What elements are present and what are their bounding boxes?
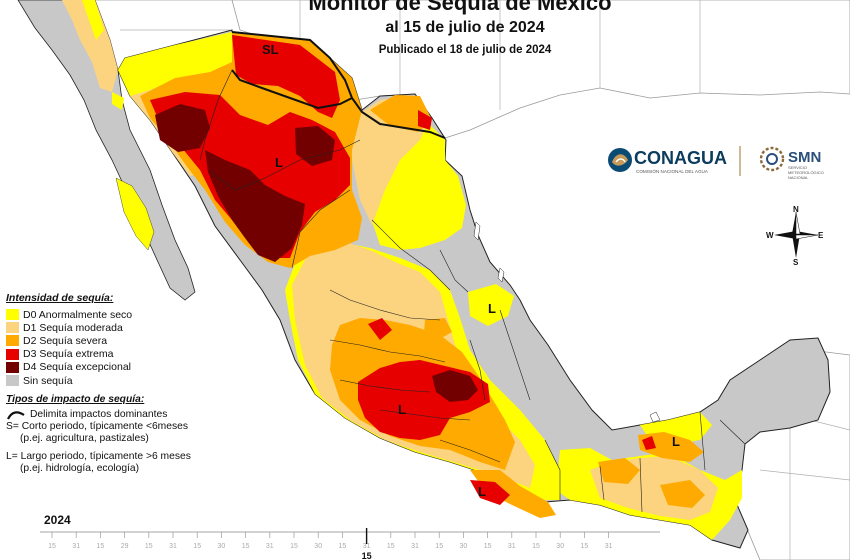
timeline-tick-label: 30 [556,543,564,550]
timeline-tick-label: 15 [387,543,395,550]
timeline-tick-label: 31 [508,543,516,550]
smn-subtitle-3: NACIONAL [788,175,809,180]
timeline-tick-label: 15 [97,543,105,550]
conagua-logo: CONAGUA COMISIÓN NACIONAL DEL AGUA [608,146,741,176]
timeline-tick-label: 31 [363,543,371,550]
compass-south: S [793,258,799,266]
legend-swatch-d2 [6,335,19,347]
timeline-ticks: 15 31 15 29 15 31 15 30 15 31 15 30 15 31 15 31 15 30 15 31… [48,532,613,550]
conagua-name: CONAGUA [634,148,727,168]
legend-swatch-d1 [6,322,19,334]
compass-north: N [793,205,799,214]
legend-label-d2: D2 Sequía severa [23,334,108,347]
timeline-tick-label: 30 [460,543,468,550]
impact-short-line1: S= Corto periodo, típicamente <6meses [6,421,189,432]
impact-short-line2: (p.ej. agricultura, pastizales) [20,433,149,444]
timeline-tick-label: 31 [169,543,177,550]
conagua-subtitle: COMISIÓN NACIONAL DEL AGUA [636,168,709,174]
label-l-southeast: L [672,434,680,449]
water-details [473,221,661,423]
legend-label-d1: D1 Sequía moderada [23,321,123,334]
impact-boundary-label: Delimita impactos dominantes [30,409,168,420]
impact-boundary-row: Delimita impactos dominantes [6,409,246,421]
legend-label-d0: D0 Anormalmente seco [23,308,133,321]
intensity-legend: Intensidad de sequía: D0 Anormalmente se… [6,292,246,387]
legend-row-d0: D0 Anormalmente seco [6,308,246,321]
timeline-tick-label: 15 [435,543,443,550]
legend-swatch-none [6,375,19,387]
timeline-current-label: 15 [362,551,372,560]
map-title: Monitor de Sequía de México [308,0,612,15]
legend-swatch-d4 [6,361,19,373]
timeline-tick-label: 15 [339,543,347,550]
d4-areas [155,104,478,402]
timeline-tick-label: 15 [193,543,201,550]
impact-long-line1: L= Largo periodo, típicamente >6 meses [6,451,191,462]
timeline-tick-label: 15 [48,543,56,550]
timeline-tick-label: 15 [290,543,298,550]
timeline-tick-label: 30 [314,543,322,550]
compass-east: E [818,231,824,240]
timeline-tick-label: 31 [411,543,419,550]
legend-label-none: Sin sequía [23,374,73,387]
timeline-tick-label: 31 [605,543,613,550]
legend-swatch-d0 [6,309,19,321]
compass-rose-icon: N S E W [766,205,824,266]
impact-legend-heading: Tipos de impacto de sequía: [6,394,145,405]
impact-boundaries [231,31,446,139]
timeline-tick-label: 15 [581,543,589,550]
timeline-tick-label: 31 [266,543,274,550]
legend-label-d4: D4 Sequía excepcional [23,361,131,374]
compass-west: W [766,231,774,240]
timeline-tick-label: 15 [145,543,153,550]
timeline-tick-label: 15 [484,543,492,550]
label-l-center: L [398,402,406,417]
label-l-east: L [488,301,496,316]
intensity-legend-heading: Intensidad de sequía: [6,292,114,304]
legend-row-d1: D1 Sequía moderada [6,321,246,334]
baja-california [17,0,196,301]
smn-logo: SMN SERVICIO METEOROLÓGICO NACIONAL [759,146,824,180]
timeline-tick-label: 15 [532,543,540,550]
impact-long-line2: (p.ej. hidrología, ecología) [20,463,140,474]
smn-name: SMN [788,149,821,166]
map-date: al 15 de julio de 2024 [385,19,545,36]
legend-row-d2: D2 Sequía severa [6,334,246,347]
impact-legend: Tipos de impacto de sequía: Delimita imp… [6,394,246,475]
legend-row-d3: D3 Sequía extrema [6,348,246,361]
publication-date: Publicado el 18 de julio de 2024 [378,44,552,56]
timeline-tick-label: 29 [121,543,129,550]
label-sl: SL [262,42,279,57]
legend-label-d3: D3 Sequía extrema [23,348,114,361]
legend-swatch-d3 [6,348,19,360]
boundary-line-icon [7,411,25,420]
legend-row-none: Sin sequía [6,374,246,387]
timeline-tick-label: 31 [72,543,80,550]
map-labels: SL L L L L L [262,42,680,499]
timeline-year: 2024 [44,513,71,527]
timeline-tick-label: 15 [242,543,250,550]
label-l-north: L [275,155,283,170]
smn-subtitle-2: METEOROLÓGICO [788,170,824,175]
smn-subtitle-1: SERVICIO [788,165,807,170]
legend-row-d4: D4 Sequía excepcional [6,361,246,374]
timeline-tick-label: 30 [218,543,226,550]
label-l-south: L [478,484,486,499]
state-borders [199,69,746,513]
timeline-ruler: 15 31 15 29 15 31 15 30 15 31 15 30 15 31 15 31 15 30 15 31… [40,528,660,560]
